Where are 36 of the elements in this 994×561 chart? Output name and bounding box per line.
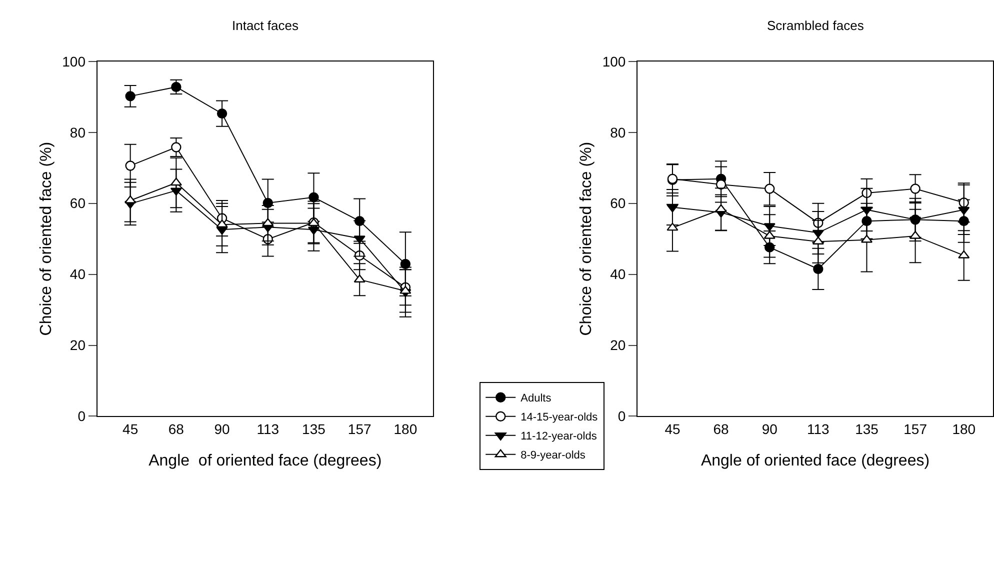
- x-tick-label: 68: [713, 421, 730, 438]
- x-axis-title: Angle of oriented face (degrees): [700, 452, 930, 470]
- x-tick-label: 180: [952, 421, 976, 438]
- y-tick-label: 40: [70, 266, 86, 282]
- y-tick-label: 40: [610, 266, 626, 282]
- x-axis-title: Angle of oriented face (degrees): [148, 452, 382, 470]
- x-tick-label: 113: [807, 421, 830, 438]
- x-tick-label: 135: [855, 421, 879, 438]
- y-tick-label: 0: [618, 408, 626, 424]
- x-tick-label: 90: [214, 421, 230, 438]
- chart-title: Intact faces: [232, 18, 299, 33]
- legend-label: 8-9-year-olds: [520, 450, 586, 462]
- x-tick-label: 135: [302, 421, 326, 438]
- y-tick-label: 20: [70, 337, 86, 354]
- x-tick-label: 113: [256, 421, 280, 438]
- legend-label: 14-15-year-olds: [520, 412, 598, 424]
- y-tick-label: 20: [610, 337, 626, 354]
- x-tick-label: 157: [348, 421, 372, 438]
- y-tick-label: 60: [70, 195, 86, 212]
- x-tick-label: 157: [904, 421, 928, 438]
- legend-label: 11-12-year-olds: [520, 430, 598, 443]
- y-tick-label: 80: [610, 124, 626, 140]
- x-tick-label: 45: [664, 421, 680, 438]
- x-tick-label: 68: [168, 421, 184, 438]
- y-tick-label: 0: [78, 408, 86, 424]
- y-tick-label: 60: [610, 195, 626, 212]
- y-axis-title: Choice of oriented face (%): [578, 142, 596, 336]
- y-axis-title: Choice of oriented face (%): [38, 142, 56, 336]
- chart-title: Scrambled faces: [767, 18, 864, 33]
- legend-label: Adults: [520, 392, 552, 405]
- x-tick-label: 180: [394, 421, 418, 438]
- y-tick-label: 100: [62, 53, 86, 70]
- x-tick-label: 90: [762, 421, 778, 438]
- y-tick-label: 80: [70, 124, 86, 140]
- x-tick-label: 45: [122, 421, 138, 438]
- y-tick-label: 100: [602, 53, 626, 70]
